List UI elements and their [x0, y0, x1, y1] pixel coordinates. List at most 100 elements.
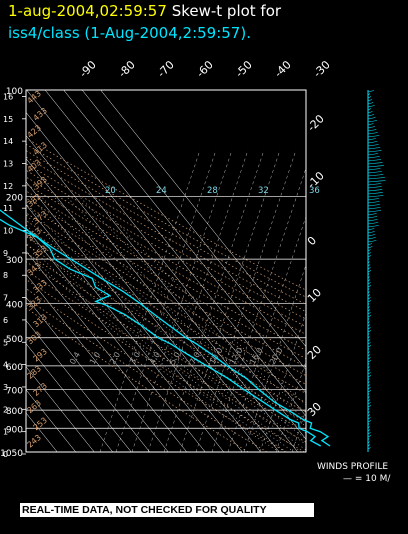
winds-scale-label: — = 10 M/ — [343, 474, 391, 484]
wind-barb — [367, 375, 372, 378]
wind-barb — [367, 444, 371, 447]
mixing-ratio-label: 36 — [309, 186, 320, 196]
wind-barb — [367, 192, 383, 195]
mixing-ratio-line — [163, 149, 265, 452]
wind-barb — [367, 168, 381, 171]
isotherm — [26, 250, 187, 452]
saturated-adiabat — [26, 233, 295, 452]
wind-barb — [367, 165, 385, 168]
height-tick-label: 2 — [3, 405, 8, 414]
mixing-ratio-line — [179, 149, 281, 452]
pressure-tick-label: 600 — [6, 363, 23, 373]
plot-area — [26, 90, 306, 452]
wind-barb — [367, 438, 370, 441]
height-tick-label: 15 — [3, 115, 13, 124]
sat-adiabat-label: 3.0 — [128, 350, 142, 366]
grid-layer — [25, 89, 307, 453]
wind-barb — [367, 177, 385, 180]
isotherm — [26, 273, 169, 452]
wind-barb — [367, 96, 372, 99]
label-layer: 1002003004005006007008009001050012345678… — [0, 58, 333, 459]
temp-tick-label: -90 — [77, 58, 99, 80]
theta-label: 333 — [32, 278, 49, 295]
wind-barb — [367, 240, 377, 243]
wind-barb — [367, 255, 372, 258]
dry-adiabat — [26, 228, 306, 394]
wind-barb — [367, 210, 382, 213]
wind-barb — [367, 183, 382, 186]
title-suffix: Skew-t plot for — [171, 2, 282, 20]
winds-profile-label: WINDS PROFILE — [317, 462, 388, 472]
wind-barb — [367, 315, 372, 318]
wind-barb — [367, 435, 372, 438]
saturated-adiabat — [26, 224, 302, 452]
wind-barb — [367, 123, 374, 126]
height-tick-label: 0 — [3, 450, 8, 459]
wind-barb — [367, 249, 371, 252]
dry-adiabat — [26, 183, 306, 343]
isotherm — [26, 181, 243, 452]
height-tick-label: 10 — [3, 227, 13, 236]
theta-label: 443 — [26, 89, 43, 106]
wind-barb — [367, 270, 372, 273]
mixing-ratio-line — [99, 149, 201, 452]
wind-barb — [367, 372, 371, 375]
wind-barb — [367, 282, 371, 285]
theta-label: 323 — [26, 295, 43, 312]
wind-barb — [367, 303, 370, 306]
mixing-ratio-label: 32 — [258, 186, 269, 196]
wind-barb — [367, 342, 371, 345]
wind-barb — [367, 159, 382, 162]
isotherm — [26, 343, 113, 452]
wind-barb — [367, 381, 370, 384]
dry-adiabat — [26, 190, 306, 351]
dry-adiabat — [26, 137, 306, 291]
temp-tick-label: -80 — [116, 58, 138, 80]
dry-adiabat — [26, 176, 306, 335]
wind-barb — [367, 336, 370, 339]
wind-barb — [367, 294, 371, 297]
height-tick-label: 11 — [3, 204, 13, 213]
temp-tick-label: -40 — [272, 58, 294, 80]
temp-tick-label: 30 — [305, 400, 324, 419]
wind-barb — [367, 186, 382, 189]
wind-barb — [367, 213, 377, 216]
wind-barb — [367, 354, 371, 357]
pressure-tick-label: 800 — [6, 407, 23, 417]
wind-barb — [367, 90, 375, 93]
wind-barb — [367, 180, 386, 183]
wind-profile — [367, 90, 386, 452]
wind-barb — [367, 273, 370, 276]
temp-tick-label: -50 — [233, 58, 255, 80]
wind-barb — [367, 156, 380, 159]
wind-barb — [367, 384, 371, 387]
mixing-ratio-label: 28 — [207, 186, 218, 196]
wind-barb — [367, 174, 384, 177]
theta-label: 263 — [26, 398, 43, 415]
dry-adiabat — [26, 307, 249, 452]
wind-barb — [367, 267, 371, 270]
wind-barb — [367, 114, 375, 117]
sat-adiabat-label: 4.0 — [148, 350, 162, 366]
dry-adiabat — [26, 197, 306, 359]
wind-barb — [367, 195, 384, 198]
wind-barb — [367, 252, 371, 255]
height-tick-label: 4 — [3, 361, 8, 370]
height-tick-label: 13 — [3, 160, 13, 169]
mixing-ratio-label: 24 — [156, 186, 167, 196]
pressure-tick-label: 900 — [6, 425, 23, 435]
wind-barb — [367, 300, 372, 303]
height-tick-label: 3 — [3, 383, 8, 392]
height-tick-label: 14 — [3, 137, 13, 146]
wind-barb — [367, 264, 371, 267]
pressure-tick-label: 100 — [6, 87, 23, 97]
wind-barb — [367, 243, 372, 246]
wind-barb — [367, 414, 371, 417]
wind-barb — [367, 150, 382, 153]
wind-barb — [367, 339, 371, 342]
theta-label: 393 — [32, 175, 49, 192]
wind-barb — [367, 408, 370, 411]
wind-barb — [367, 318, 370, 321]
plot-frame — [25, 89, 307, 453]
